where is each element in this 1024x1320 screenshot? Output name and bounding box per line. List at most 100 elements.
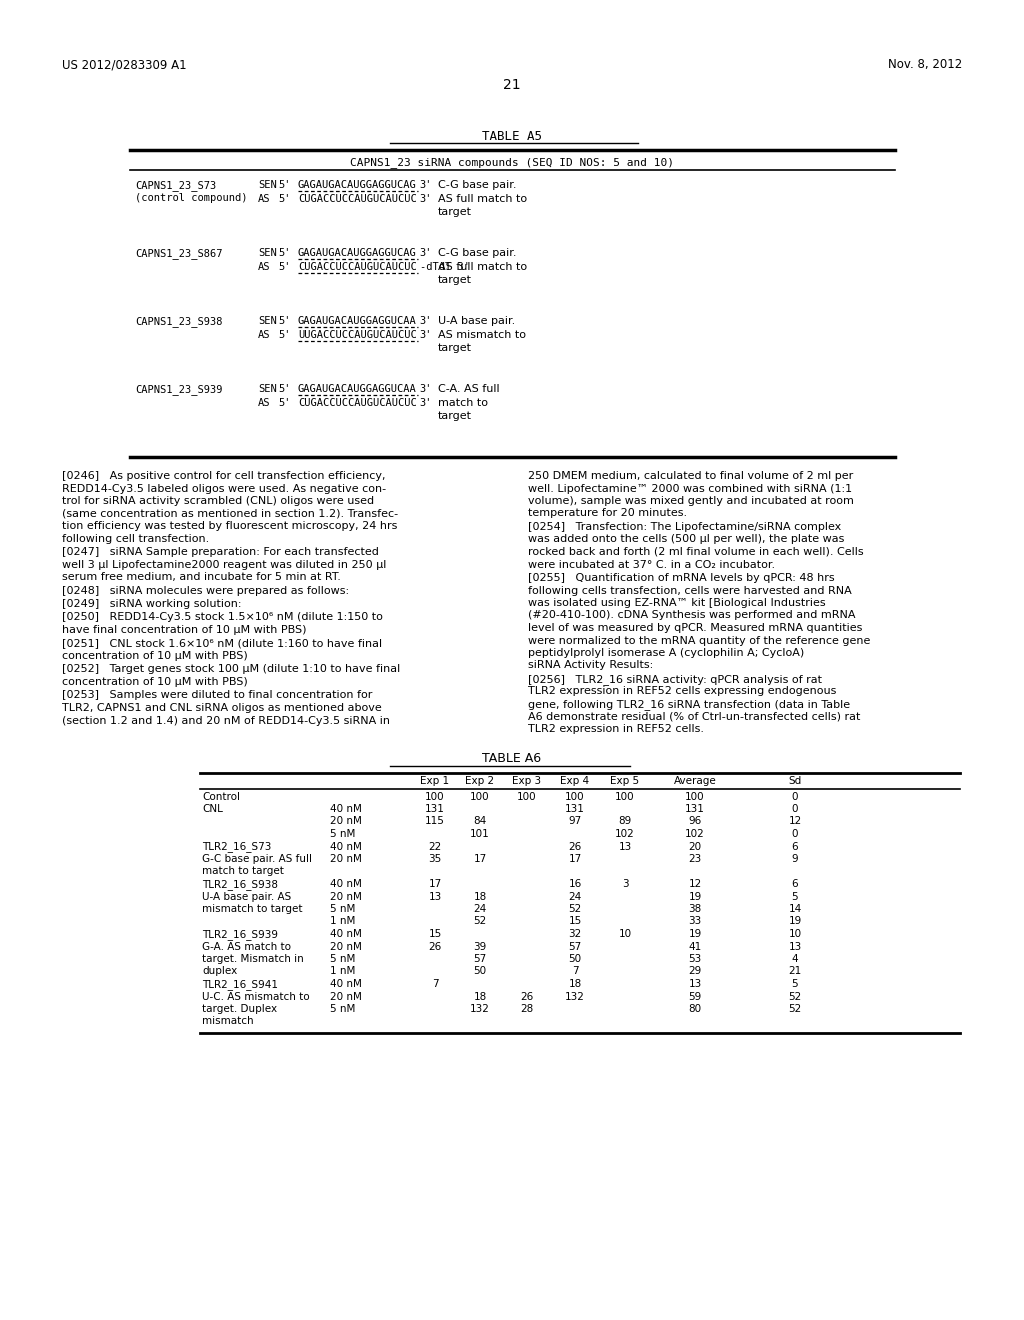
- Text: (control compound): (control compound): [135, 193, 248, 203]
- Text: 16: 16: [568, 879, 582, 888]
- Text: Exp 2: Exp 2: [466, 776, 495, 787]
- Text: 15: 15: [568, 916, 582, 927]
- Text: CUGACCUCCAUGUCAUCUC: CUGACCUCCAUGUCAUCUC: [298, 261, 417, 272]
- Text: trol for siRNA activity scrambled (CNL) oligos were used: trol for siRNA activity scrambled (CNL) …: [62, 496, 374, 506]
- Text: C-G base pair.: C-G base pair.: [437, 180, 516, 190]
- Text: 13: 13: [788, 941, 802, 952]
- Text: well. Lipofectamine™ 2000 was combined with siRNA (1:1: well. Lipofectamine™ 2000 was combined w…: [528, 483, 852, 494]
- Text: 20 nM: 20 nM: [330, 891, 361, 902]
- Text: 3': 3': [420, 194, 432, 205]
- Text: 29: 29: [688, 966, 701, 977]
- Text: concentration of 10 μM with PBS): concentration of 10 μM with PBS): [62, 677, 248, 686]
- Text: 40 nM: 40 nM: [330, 979, 361, 989]
- Text: 12: 12: [688, 879, 701, 888]
- Text: CAPNS1_23_S939: CAPNS1_23_S939: [135, 384, 222, 395]
- Text: SEN: SEN: [258, 248, 276, 257]
- Text: 20 nM: 20 nM: [330, 991, 361, 1002]
- Text: AS: AS: [258, 194, 270, 205]
- Text: 5': 5': [278, 194, 291, 205]
- Text: GAGAUGACAUGGAGGUCAG: GAGAUGACAUGGAGGUCAG: [298, 180, 417, 190]
- Text: 5': 5': [278, 180, 291, 190]
- Text: temperature for 20 minutes.: temperature for 20 minutes.: [528, 508, 687, 519]
- Text: 50: 50: [568, 954, 582, 964]
- Text: 26: 26: [428, 941, 441, 952]
- Text: 24: 24: [568, 891, 582, 902]
- Text: 5': 5': [278, 399, 291, 408]
- Text: mismatch to target: mismatch to target: [202, 904, 302, 913]
- Text: 28: 28: [520, 1005, 534, 1014]
- Text: were normalized to the mRNA quantity of the reference gene: were normalized to the mRNA quantity of …: [528, 635, 870, 645]
- Text: 7: 7: [432, 979, 438, 989]
- Text: 5: 5: [792, 891, 799, 902]
- Text: 3': 3': [420, 248, 432, 257]
- Text: Exp 4: Exp 4: [560, 776, 590, 787]
- Text: 18: 18: [568, 979, 582, 989]
- Text: 131: 131: [425, 804, 445, 814]
- Text: SEN: SEN: [258, 384, 276, 393]
- Text: Nov. 8, 2012: Nov. 8, 2012: [888, 58, 962, 71]
- Text: 35: 35: [428, 854, 441, 865]
- Text: target: target: [437, 275, 472, 285]
- Text: -dTdT 3': -dTdT 3': [420, 261, 470, 272]
- Text: tion efficiency was tested by fluorescent microscopy, 24 hrs: tion efficiency was tested by fluorescen…: [62, 521, 397, 531]
- Text: 3: 3: [622, 879, 629, 888]
- Text: 100: 100: [615, 792, 635, 801]
- Text: 18: 18: [473, 991, 486, 1002]
- Text: UUGACCUCCAUGUCAUCUC: UUGACCUCCAUGUCAUCUC: [298, 330, 417, 341]
- Text: 24: 24: [473, 904, 486, 913]
- Text: rocked back and forth (2 ml final volume in each well). Cells: rocked back and forth (2 ml final volume…: [528, 546, 863, 557]
- Text: CAPNS1_23_S867: CAPNS1_23_S867: [135, 248, 222, 259]
- Text: 5': 5': [278, 248, 291, 257]
- Text: CAPNS1_23_S938: CAPNS1_23_S938: [135, 315, 222, 327]
- Text: 4: 4: [792, 954, 799, 964]
- Text: REDD14-Cy3.5 labeled oligos were used. As negative con-: REDD14-Cy3.5 labeled oligos were used. A…: [62, 483, 386, 494]
- Text: 19: 19: [788, 916, 802, 927]
- Text: 100: 100: [425, 792, 444, 801]
- Text: 52: 52: [788, 991, 802, 1002]
- Text: concentration of 10 μM with PBS): concentration of 10 μM with PBS): [62, 651, 248, 661]
- Text: 40 nM: 40 nM: [330, 842, 361, 851]
- Text: well 3 μl Lipofectamine2000 reagent was diluted in 250 μl: well 3 μl Lipofectamine2000 reagent was …: [62, 560, 386, 569]
- Text: 84: 84: [473, 817, 486, 826]
- Text: 20: 20: [688, 842, 701, 851]
- Text: 3': 3': [420, 315, 432, 326]
- Text: 26: 26: [520, 991, 534, 1002]
- Text: 9: 9: [792, 854, 799, 865]
- Text: 10: 10: [618, 929, 632, 939]
- Text: 1 nM: 1 nM: [330, 916, 355, 927]
- Text: target: target: [437, 343, 472, 352]
- Text: match to: match to: [437, 399, 487, 408]
- Text: TLR2_16_S939: TLR2_16_S939: [202, 929, 278, 940]
- Text: 53: 53: [688, 954, 701, 964]
- Text: [0255]   Quantification of mRNA levels by qPCR: 48 hrs: [0255] Quantification of mRNA levels by …: [528, 573, 835, 583]
- Text: US 2012/0283309 A1: US 2012/0283309 A1: [62, 58, 186, 71]
- Text: have final concentration of 10 μM with PBS): have final concentration of 10 μM with P…: [62, 624, 306, 635]
- Text: 5 nM: 5 nM: [330, 1005, 355, 1014]
- Text: [0254]   Transfection: The Lipofectamine/siRNA complex: [0254] Transfection: The Lipofectamine/s…: [528, 521, 842, 532]
- Text: 15: 15: [428, 929, 441, 939]
- Text: 59: 59: [688, 991, 701, 1002]
- Text: 5: 5: [792, 979, 799, 989]
- Text: 3': 3': [420, 330, 432, 341]
- Text: [0249]   siRNA working solution:: [0249] siRNA working solution:: [62, 599, 242, 609]
- Text: 32: 32: [568, 929, 582, 939]
- Text: TLR2 expression in REF52 cells expressing endogenous: TLR2 expression in REF52 cells expressin…: [528, 686, 837, 697]
- Text: GAGAUGACAUGGAGGUCAG: GAGAUGACAUGGAGGUCAG: [298, 248, 417, 257]
- Text: [0253]   Samples were diluted to final concentration for: [0253] Samples were diluted to final con…: [62, 690, 373, 701]
- Text: SEN: SEN: [258, 180, 276, 190]
- Text: 21: 21: [503, 78, 521, 92]
- Text: TLR2 expression in REF52 cells.: TLR2 expression in REF52 cells.: [528, 723, 705, 734]
- Text: AS: AS: [258, 261, 270, 272]
- Text: 26: 26: [568, 842, 582, 851]
- Text: 20 nM: 20 nM: [330, 817, 361, 826]
- Text: AS full match to: AS full match to: [437, 261, 526, 272]
- Text: Sd: Sd: [788, 776, 802, 787]
- Text: serum free medium, and incubate for 5 min at RT.: serum free medium, and incubate for 5 mi…: [62, 572, 341, 582]
- Text: following cells transfection, cells were harvested and RNA: following cells transfection, cells were…: [528, 586, 852, 595]
- Text: TLR2_16_S941: TLR2_16_S941: [202, 979, 278, 990]
- Text: Control: Control: [202, 792, 240, 801]
- Text: U-A base pair.: U-A base pair.: [437, 315, 515, 326]
- Text: 52: 52: [568, 904, 582, 913]
- Text: 5': 5': [278, 315, 291, 326]
- Text: [0251]   CNL stock 1.6×10⁶ nM (dilute 1:160 to have final: [0251] CNL stock 1.6×10⁶ nM (dilute 1:16…: [62, 639, 382, 648]
